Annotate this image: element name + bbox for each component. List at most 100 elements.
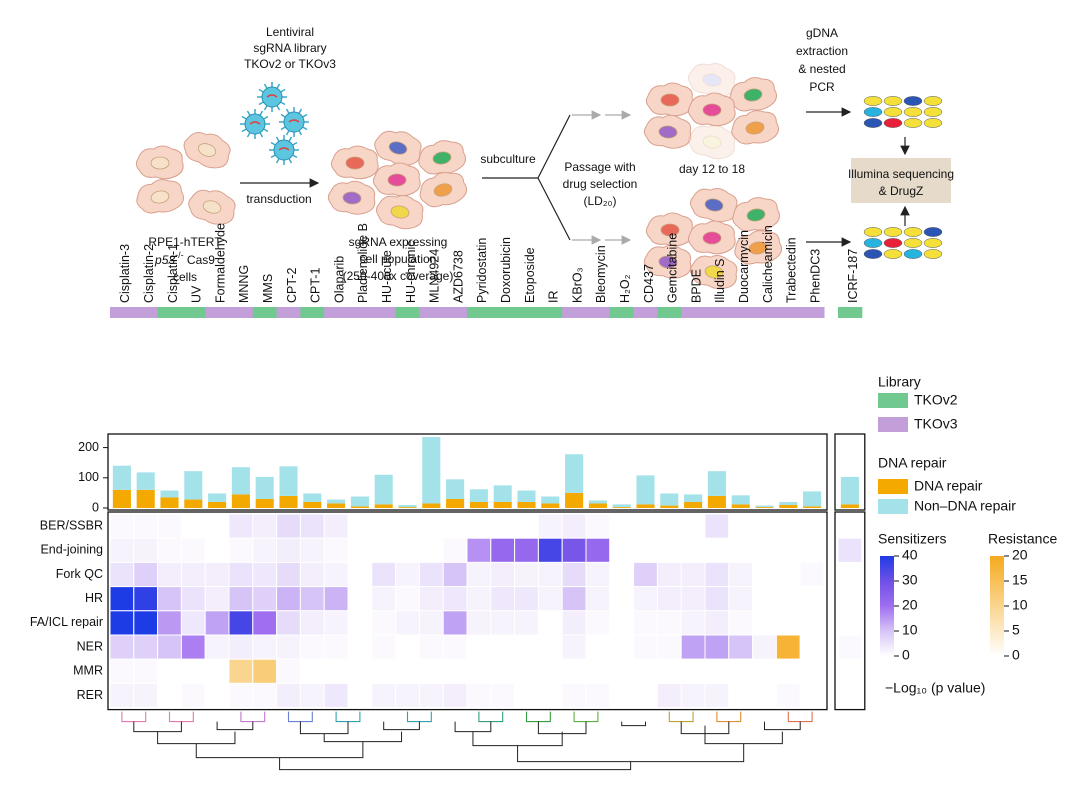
capsid — [244, 113, 266, 135]
heat-cell — [490, 610, 516, 636]
amplicon — [863, 96, 883, 106]
amplicon — [883, 96, 903, 106]
heat-cell — [514, 561, 539, 588]
heat-cell — [680, 658, 706, 684]
nucleus — [702, 231, 722, 245]
label: gDNA — [806, 26, 838, 40]
dendrogram — [573, 711, 599, 723]
heat-cell — [204, 634, 230, 660]
library-cell — [419, 307, 444, 318]
bar-segment — [755, 505, 774, 508]
heat-cell — [347, 682, 373, 709]
bar-segment — [612, 504, 631, 508]
cell — [136, 179, 185, 214]
heat-cell — [323, 634, 349, 660]
label: TKOv2 or TKOv3 — [244, 57, 336, 71]
amplicon — [923, 249, 943, 259]
bar-segment — [255, 498, 274, 508]
heat-cell — [395, 561, 420, 588]
heat-cell — [347, 610, 373, 636]
dendrogram — [157, 731, 236, 745]
amplicon — [903, 227, 923, 237]
heat-cell — [157, 634, 182, 660]
label: & DrugZ — [879, 184, 924, 198]
heat-cell — [418, 561, 444, 588]
heat-cell — [752, 537, 777, 563]
heat-cell — [418, 586, 444, 612]
column-label: Bleomycin — [594, 245, 608, 303]
bar-segment — [231, 494, 250, 508]
heat-cell — [799, 513, 825, 539]
column-label: Etoposide — [523, 247, 537, 303]
heat-cell — [395, 610, 420, 636]
box — [851, 158, 951, 203]
column-label: Illudin S — [713, 259, 727, 303]
bar-segment — [374, 504, 393, 508]
nucleus — [433, 183, 453, 197]
heat-cell — [180, 586, 206, 612]
label: sgRNA expressing — [349, 235, 448, 249]
dendrogram — [383, 721, 420, 731]
dendrogram — [517, 743, 745, 763]
heat-cell — [252, 537, 278, 563]
heat-cell — [395, 537, 420, 563]
bar-segment — [469, 489, 488, 502]
legend-swatch — [878, 499, 908, 514]
heat-cell — [299, 513, 325, 539]
heat-cell — [133, 561, 159, 588]
bar-segment — [184, 471, 203, 500]
column-label: PhenDC3 — [808, 249, 822, 303]
colorbar-label: 10 — [902, 622, 918, 638]
library-cell — [157, 307, 182, 318]
label: -/- — [175, 250, 184, 260]
nucleus — [388, 141, 408, 155]
bar-segment — [112, 489, 131, 508]
cell — [376, 194, 424, 230]
colorbar-label: 15 — [1012, 572, 1028, 588]
bar-segment — [160, 497, 179, 508]
heat-cell — [371, 634, 397, 660]
bar-segment — [779, 504, 798, 508]
column-label: CPT-1 — [309, 268, 323, 303]
heat-cell — [157, 537, 182, 563]
heat-cell — [537, 610, 563, 636]
library-cell — [395, 307, 420, 318]
cell — [645, 212, 694, 247]
heat-cell — [561, 537, 587, 563]
heat-cell — [514, 586, 539, 612]
heat-cell — [585, 513, 611, 539]
cell — [732, 197, 781, 232]
library-cell — [514, 307, 539, 318]
bar-segment — [136, 472, 155, 490]
heat-cell — [728, 634, 754, 660]
heat-cell — [109, 610, 135, 636]
label: p53-/- Cas9 — [154, 250, 215, 267]
line — [537, 114, 571, 241]
legend-swatch — [878, 479, 908, 494]
library-cell — [633, 307, 658, 318]
amplicon — [883, 118, 903, 128]
heat-cell — [609, 537, 635, 563]
heat-cell — [442, 586, 468, 612]
bar-frame — [107, 433, 828, 511]
library-cell — [252, 307, 278, 318]
heat-cell — [109, 658, 135, 684]
heat-cell — [680, 634, 706, 660]
bar-segment — [160, 490, 179, 498]
dendrogram — [621, 721, 646, 727]
heat-cell — [704, 537, 730, 563]
row-label: BER/SSBR — [40, 518, 103, 532]
heat-cell — [585, 586, 611, 612]
heat-cell — [837, 610, 863, 636]
heat-cell — [609, 513, 635, 539]
bar-segment — [517, 501, 536, 508]
heat-cell — [837, 513, 863, 539]
cell — [418, 140, 467, 175]
legend-swatch — [878, 393, 908, 408]
heat-cell — [228, 586, 254, 612]
heat-cell — [837, 658, 863, 684]
label: Cas9 — [184, 253, 216, 267]
cell — [372, 162, 421, 197]
schematic: Lentiviral sgRNA library TKOv2 or TKOv3 … — [135, 25, 954, 290]
heat-cell — [133, 537, 159, 563]
